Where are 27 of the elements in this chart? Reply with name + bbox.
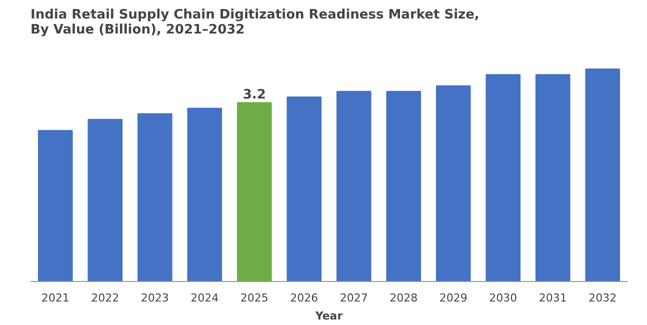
bar	[535, 74, 570, 282]
x-tick-label: 2021	[41, 292, 70, 304]
bar	[286, 96, 322, 282]
x-tick-label: 2025	[240, 292, 268, 304]
data-label: 3.2	[242, 88, 266, 103]
bar	[236, 102, 272, 282]
x-tick-label: 2026	[290, 292, 318, 304]
x-tick-label: 2024	[190, 292, 219, 304]
x-tick-label: 2030	[489, 292, 518, 304]
x-tick-label: 2032	[588, 292, 617, 304]
x-tick-label: 2023	[140, 292, 169, 304]
x-tick-label: 2028	[390, 292, 418, 304]
chart-title: India Retail Supply Chain Digitization Readiness Market Size, By Value (Billion), 2021–2032	[30, 8, 480, 38]
bar	[386, 90, 422, 282]
bar	[336, 90, 372, 282]
bar	[38, 130, 73, 282]
bar	[486, 74, 521, 282]
bar	[88, 118, 123, 282]
bar	[137, 113, 172, 282]
x-tick-label: 2027	[340, 292, 368, 304]
x-tick-label: 2022	[91, 292, 120, 304]
x-axis-title: Year	[314, 310, 344, 322]
x-tick-label: 2029	[439, 292, 468, 304]
x-tick-label: 2031	[538, 292, 567, 304]
bar	[436, 85, 471, 282]
bar	[585, 68, 620, 282]
bar	[187, 108, 222, 282]
